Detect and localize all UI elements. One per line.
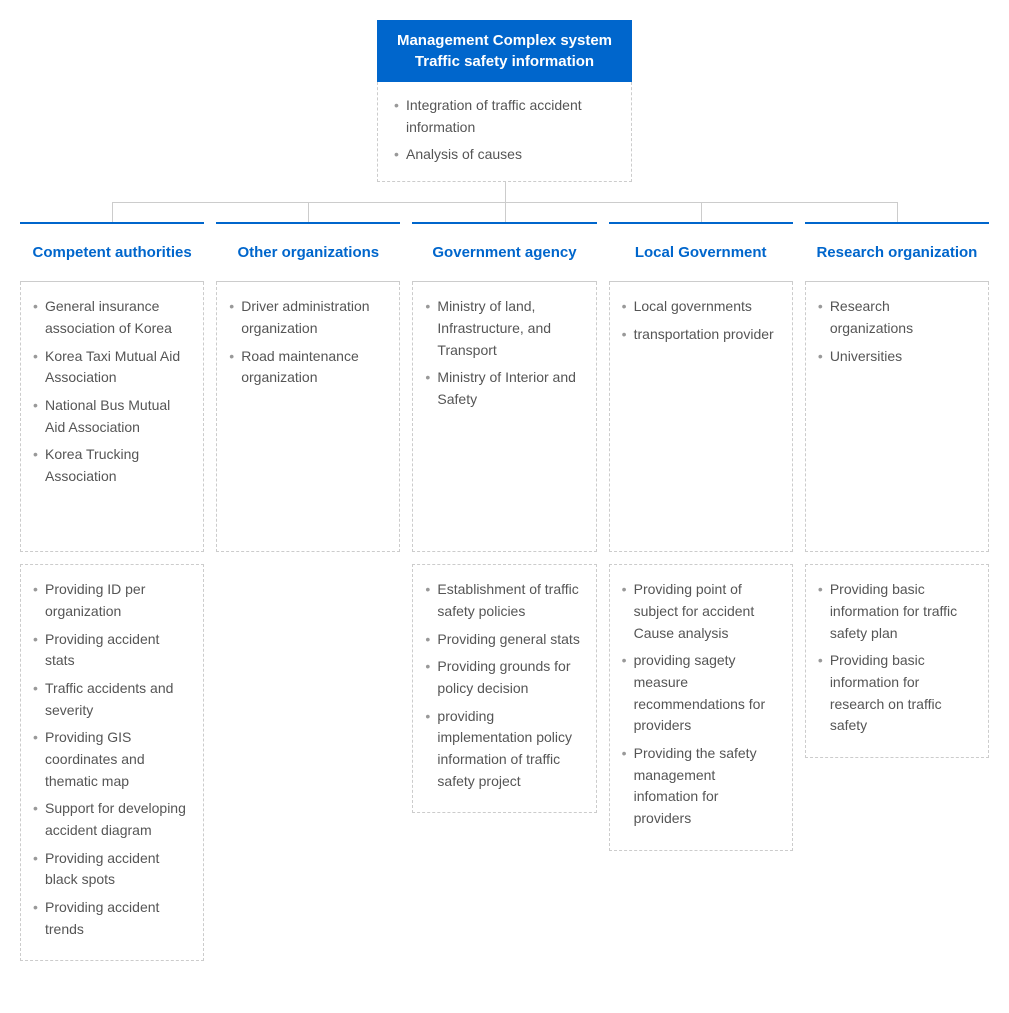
column-header: Competent authorities [20,222,204,282]
root-item: Integration of traffic accident informat… [394,94,615,139]
root-title-line1: Management Complex system [385,30,624,51]
list-item: Local governments [622,296,780,318]
list-item: Providing ID per organization [33,579,191,622]
org-chart-container: Management Complex system Traffic safety… [20,20,989,961]
column-primary-box: Ministry of land, Infrastructure, and Tr… [412,282,596,552]
list-item: Ministry of Interior and Safety [425,367,583,410]
list-item: Providing accident stats [33,629,191,672]
column: Competent authoritiesGeneral insurance a… [20,222,204,961]
list-item: National Bus Mutual Aid Association [33,395,191,438]
root-item-list: Integration of traffic accident informat… [394,94,615,165]
list-item: Universities [818,346,976,368]
column-primary-box: Research organizations Universities [805,282,989,552]
list-item: Providing accident trends [33,897,191,940]
list-item: Providing grounds for policy decision [425,656,583,699]
list-item: Korea Taxi Mutual Aid Association [33,346,191,389]
column-header: Other organizations [216,222,400,282]
list-item: Establishment of traffic safety policies [425,579,583,622]
list-item: providing sagety measure recommendations… [622,650,780,737]
column-primary-box: Local governments transportation provider [609,282,793,552]
root-header: Management Complex system Traffic safety… [377,20,632,82]
list-item: Research organizations [818,296,976,339]
list-item: Providing basic information for traffic … [818,579,976,644]
list-item: Providing GIS coordinates and thematic m… [33,727,191,792]
column-secondary-box: Providing point of subject for accident … [609,564,793,851]
list-item: Providing the safety management infomati… [622,743,780,830]
column: Government agency Ministry of land, Infra… [412,222,596,813]
columns-row: Competent authoritiesGeneral insurance a… [20,222,989,961]
root-item: Analysis of causes [394,143,615,165]
column-secondary-box: Establishment of traffic safety policies… [412,564,596,813]
list-item: Providing accident black spots [33,848,191,891]
list-item: transportation provider [622,324,780,346]
list-item: Support for developing accident diagram [33,798,191,841]
list-item: Korea Trucking Association [33,444,191,487]
column-secondary-box: Providing basic information for traffic … [805,564,989,758]
list-item: Traffic accidents and severity [33,678,191,721]
column: Other organizationsDriver administration… [216,222,400,552]
column-primary-box: Driver administration organization Road m… [216,282,400,552]
list-item: Driver administration organization [229,296,387,339]
column: Local Government Local governments transpo… [609,222,793,851]
list-item: Road maintenance organization [229,346,387,389]
list-item: Providing point of subject for accident … [622,579,780,644]
root-body: Integration of traffic accident informat… [377,82,632,182]
column-header: Government agency [412,222,596,282]
connector-lines [20,182,989,222]
root-title-line2: Traffic safety information [385,51,624,72]
list-item: Ministry of land, Infrastructure, and Tr… [425,296,583,361]
column-primary-box: General insurance association of Korea Ko… [20,282,204,552]
column-header: Research organization [805,222,989,282]
column: Research organizationResearch organizati… [805,222,989,758]
column-secondary-box: Providing ID per organization Providing a… [20,564,204,961]
list-item: providing implementation policy informat… [425,706,583,793]
list-item: Providing basic information for research… [818,650,976,737]
list-item: Providing general stats [425,629,583,651]
list-item: General insurance association of Korea [33,296,191,339]
column-header: Local Government [609,222,793,282]
